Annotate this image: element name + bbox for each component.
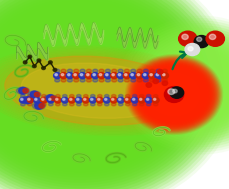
Circle shape <box>151 75 197 114</box>
Circle shape <box>78 83 82 87</box>
Ellipse shape <box>42 103 46 106</box>
Circle shape <box>0 19 160 151</box>
Circle shape <box>152 97 159 103</box>
Circle shape <box>68 97 75 103</box>
Circle shape <box>188 74 215 97</box>
Circle shape <box>157 80 191 109</box>
Circle shape <box>159 82 189 107</box>
Ellipse shape <box>118 94 123 98</box>
Ellipse shape <box>1 55 191 127</box>
Circle shape <box>71 78 89 92</box>
Circle shape <box>30 43 131 127</box>
Circle shape <box>66 73 74 79</box>
Circle shape <box>23 61 27 64</box>
Ellipse shape <box>98 94 102 98</box>
Circle shape <box>13 30 147 140</box>
Circle shape <box>0 0 211 189</box>
Circle shape <box>125 98 128 100</box>
Circle shape <box>41 97 47 103</box>
Circle shape <box>75 97 82 103</box>
Circle shape <box>146 71 202 118</box>
Circle shape <box>120 18 229 152</box>
Circle shape <box>125 74 127 76</box>
Ellipse shape <box>125 103 130 106</box>
Circle shape <box>149 73 156 79</box>
Circle shape <box>158 49 229 121</box>
Circle shape <box>26 41 134 129</box>
Circle shape <box>117 97 124 103</box>
Circle shape <box>52 62 108 108</box>
Ellipse shape <box>28 94 32 98</box>
Ellipse shape <box>105 69 110 73</box>
Circle shape <box>0 1 183 170</box>
Circle shape <box>129 25 229 145</box>
Ellipse shape <box>56 94 60 98</box>
Circle shape <box>0 0 218 189</box>
Circle shape <box>105 98 107 100</box>
Circle shape <box>23 88 28 93</box>
Circle shape <box>112 98 114 100</box>
Circle shape <box>161 73 169 79</box>
Circle shape <box>155 78 194 111</box>
Circle shape <box>156 74 159 76</box>
Circle shape <box>148 73 200 116</box>
Ellipse shape <box>0 53 195 128</box>
Circle shape <box>36 49 124 122</box>
Ellipse shape <box>112 94 116 98</box>
Ellipse shape <box>153 94 158 98</box>
Ellipse shape <box>80 69 85 73</box>
Circle shape <box>0 0 215 189</box>
Circle shape <box>130 58 218 131</box>
Circle shape <box>35 102 43 109</box>
Circle shape <box>163 85 185 104</box>
Circle shape <box>49 61 52 64</box>
Circle shape <box>27 97 33 103</box>
Ellipse shape <box>90 103 95 106</box>
Circle shape <box>133 98 135 100</box>
Circle shape <box>98 98 100 100</box>
Ellipse shape <box>70 103 74 106</box>
Circle shape <box>146 83 152 87</box>
Circle shape <box>147 72 201 117</box>
Circle shape <box>49 59 112 111</box>
Circle shape <box>79 73 86 79</box>
Ellipse shape <box>146 94 151 98</box>
Circle shape <box>145 70 203 119</box>
Circle shape <box>63 98 65 100</box>
Circle shape <box>75 81 86 90</box>
Circle shape <box>132 28 229 142</box>
Circle shape <box>33 46 128 124</box>
Circle shape <box>193 78 210 92</box>
Ellipse shape <box>84 94 88 98</box>
Circle shape <box>158 70 163 74</box>
Ellipse shape <box>76 103 81 106</box>
Ellipse shape <box>105 79 110 82</box>
Ellipse shape <box>35 103 39 106</box>
Circle shape <box>68 75 92 95</box>
Circle shape <box>164 54 229 116</box>
Circle shape <box>103 97 110 103</box>
Circle shape <box>55 64 105 106</box>
Circle shape <box>106 74 108 76</box>
Circle shape <box>28 55 32 58</box>
Circle shape <box>96 97 103 103</box>
Ellipse shape <box>0 52 199 130</box>
Ellipse shape <box>74 79 79 82</box>
Ellipse shape <box>44 95 57 102</box>
Circle shape <box>166 88 183 101</box>
Circle shape <box>125 54 223 135</box>
Circle shape <box>60 73 67 79</box>
Circle shape <box>65 73 95 98</box>
Ellipse shape <box>67 79 72 82</box>
Ellipse shape <box>93 69 98 73</box>
Circle shape <box>82 97 89 103</box>
Circle shape <box>117 73 124 79</box>
Circle shape <box>28 98 30 100</box>
Circle shape <box>173 61 229 109</box>
Circle shape <box>59 67 102 103</box>
Circle shape <box>76 98 79 100</box>
Circle shape <box>53 68 57 71</box>
Circle shape <box>34 92 40 97</box>
